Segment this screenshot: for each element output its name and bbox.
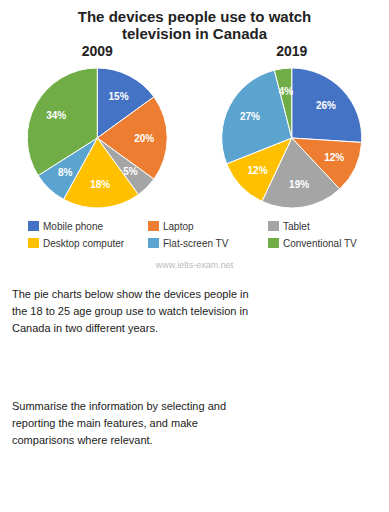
data-label: 34% [46, 110, 66, 121]
data-label: 5% [123, 166, 138, 177]
legend-swatch [268, 221, 279, 231]
legend-label: Mobile phone [43, 221, 103, 232]
pie: Mobile phoneLaptopTabletDesktop computer… [27, 68, 167, 208]
body-text-line: Canada in two different years. [12, 322, 158, 334]
pie: Mobile phoneLaptopTabletDesktop computer… [222, 68, 362, 208]
legend-swatch [268, 238, 279, 248]
figure-title-line: television in Canada [122, 25, 268, 42]
legend-swatch [28, 221, 39, 231]
legend-label: Tablet [283, 221, 310, 232]
data-label: 20% [134, 133, 154, 144]
figure-title: The devices people use to watchtelevisio… [78, 8, 311, 42]
data-label: 26% [316, 100, 336, 111]
body-text: The pie charts below show the devices pe… [12, 288, 249, 334]
legend: Mobile phone Laptop Tablet Desktop computer… [28, 221, 357, 249]
data-label: 15% [109, 91, 129, 102]
legend-label: Desktop computer [43, 238, 125, 249]
chart-root: The devices people use to watchtelevisio… [0, 0, 389, 512]
body-text-line: reporting the main features, and make [12, 417, 198, 429]
body-text-line: Summarise the information by selecting a… [12, 400, 226, 412]
data-label: 4% [279, 86, 294, 97]
legend-swatch [148, 238, 159, 248]
background [0, 0, 389, 512]
body-text-line: the 18 to 25 age group use to watch tele… [12, 305, 248, 317]
pie-labels: 15% 20% 5% 18% 8% 34% [46, 91, 154, 191]
pie-slice: Conventional TV [274, 68, 291, 138]
body-text-line: comparisons where relevant. [12, 434, 153, 446]
pie-slice: Conventional TV [27, 68, 97, 176]
body-text-line: The pie charts below show the devices pe… [12, 288, 249, 300]
watermark: www.ielts-exam.net [155, 260, 234, 270]
body-text: Summarise the information by selecting a… [12, 400, 226, 446]
pie-slice: Mobile phone [292, 68, 362, 142]
pie-title: 2009 [82, 43, 113, 59]
pie-labels: 26% 12% 19% 12% 27% 4% [240, 86, 344, 190]
legend-swatch [28, 238, 39, 248]
legend-label: Flat-screen TV [163, 238, 229, 249]
data-label: 27% [240, 111, 260, 122]
data-label: 8% [58, 167, 73, 178]
legend-label: Laptop [163, 221, 194, 232]
data-label: 12% [248, 165, 268, 176]
legend-swatch [148, 221, 159, 231]
pie-title: 2019 [276, 43, 307, 59]
legend-label: Conventional TV [283, 238, 357, 249]
data-label: 18% [90, 179, 110, 190]
data-label: 12% [324, 152, 344, 163]
figure-title-line: The devices people use to watch [78, 8, 311, 25]
data-label: 19% [289, 179, 309, 190]
